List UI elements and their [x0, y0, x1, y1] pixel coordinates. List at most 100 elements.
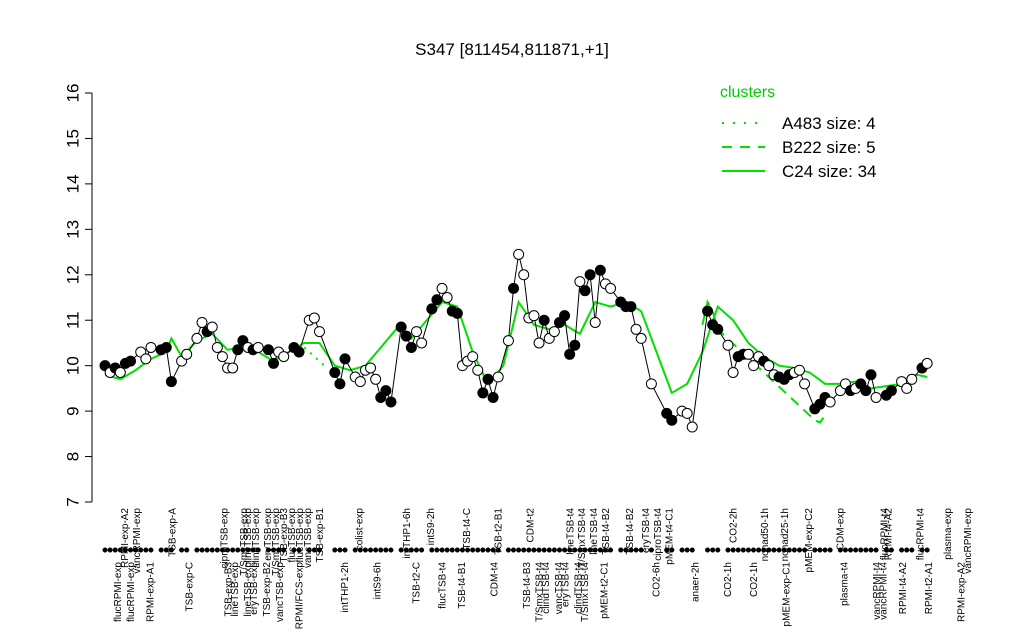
- rug-mark: [311, 547, 317, 553]
- bottom-tick-label: TSB-exp-B2: [262, 562, 273, 617]
- data-point: [559, 310, 571, 322]
- rug-mark: [133, 547, 139, 553]
- rug-mark: [802, 547, 808, 553]
- data-point: [467, 351, 479, 363]
- rug-mark: [526, 547, 532, 553]
- bottom-tick-label: CDM-t4: [489, 562, 500, 597]
- rug-mark: [230, 547, 236, 553]
- data-point: [206, 321, 218, 333]
- rug-mark: [352, 547, 358, 553]
- rug-mark: [648, 547, 654, 553]
- data-point: [793, 364, 805, 376]
- rug-mark: [638, 547, 644, 553]
- rug-mark: [449, 547, 455, 553]
- top-tick-label: T/SmxTSB-t4: [577, 508, 588, 568]
- data-point: [584, 269, 596, 281]
- rug-mark: [495, 547, 501, 553]
- top-tick-label: CO2-2h: [728, 508, 739, 543]
- bottom-tick-label: T/SmxTSB-t4: [535, 562, 546, 622]
- top-tick-label: vancRPMI-exp: [132, 508, 143, 574]
- data-point: [528, 310, 540, 322]
- data-point: [354, 376, 366, 388]
- rug-mark: [332, 547, 338, 553]
- top-tick-label: TSB-exp-A: [168, 508, 179, 557]
- rug-mark: [281, 547, 287, 553]
- data-point: [165, 376, 177, 388]
- bottom-tick-label: TSB-t4-B3: [522, 562, 533, 609]
- top-tick-label: T/SmxTSB-exp: [271, 508, 282, 576]
- rug-mark: [276, 547, 282, 553]
- rug-mark: [163, 547, 169, 553]
- data-point: [569, 339, 581, 351]
- rug-mark: [684, 547, 690, 553]
- rug-mark: [904, 547, 910, 553]
- top-tick-label: intTHP1-6h: [402, 508, 413, 559]
- y-tick-label: 9: [63, 406, 82, 415]
- rug-mark: [853, 547, 859, 553]
- legend-title: clusters: [720, 84, 775, 101]
- data-point: [921, 357, 933, 369]
- bottom-tick-label: RPMI-exp-A1: [145, 562, 156, 622]
- rug-mark: [848, 547, 854, 553]
- bottom-tick-label: RPMI-t2-A1: [924, 562, 935, 615]
- legend-label: C24 size: 34: [782, 162, 877, 181]
- data-point: [799, 378, 811, 390]
- data-point: [518, 269, 530, 281]
- top-tick-label: nonad50-1h: [760, 508, 771, 561]
- data-point: [232, 344, 244, 356]
- rug-mark: [750, 547, 757, 553]
- data-point: [216, 351, 228, 363]
- top-tick-label: pMEM-t4-C1: [665, 508, 676, 565]
- top-tick-label: colist-exp: [355, 508, 366, 551]
- y-tick-label: 10: [63, 356, 82, 375]
- rug-mark: [454, 547, 460, 553]
- bottom-tick-label: clindTSB-t4: [541, 562, 552, 614]
- rug-mark: [516, 547, 522, 553]
- data-point: [548, 326, 560, 338]
- bottom-tick-label: pMEM-t2-C1: [600, 562, 611, 619]
- rug-mark: [909, 547, 915, 553]
- data-point: [400, 330, 412, 342]
- rug-mark: [388, 547, 394, 553]
- bottom-tick-label: plasma-t4: [840, 562, 851, 606]
- data-point: [712, 323, 724, 335]
- data-point: [268, 357, 280, 369]
- rug-mark: [812, 547, 818, 553]
- rug-mark: [485, 547, 491, 553]
- series-line-solid: [104, 299, 928, 395]
- bottom-tick-label: eryTSB-exp: [249, 562, 260, 615]
- rug-mark: [710, 547, 716, 553]
- rug-mark: [705, 547, 711, 553]
- rug-mark: [771, 547, 777, 553]
- top-tick-label: flucRPMI-t4: [915, 508, 926, 561]
- data-point: [763, 360, 775, 372]
- bottom-tick-label: intTHP1-2h: [340, 562, 351, 613]
- rug-mark: [439, 547, 445, 553]
- bottom-tick-label: flucTSB-t4: [437, 562, 448, 609]
- bottom-tick-label: CO2-1h: [749, 562, 760, 597]
- bottom-tick-label: RPMI-exp-A2: [957, 562, 968, 622]
- bottom-tick-label: lineTSB-exp: [243, 562, 254, 617]
- rug-mark: [842, 547, 848, 553]
- data-point: [645, 378, 657, 390]
- rug-mark: [602, 547, 608, 553]
- rug-mark: [546, 547, 552, 553]
- top-tick-label: RPMI-exp-A2: [120, 508, 131, 568]
- y-tick-label: 14: [63, 174, 82, 193]
- rug-mark: [127, 547, 134, 553]
- rug-mark: [863, 547, 869, 553]
- bottom-tick-label: TSB-exp-B3: [223, 562, 234, 617]
- bottom-tick-label: TSB-t2-C: [411, 562, 422, 604]
- legend-label: A483 size: 4: [782, 114, 876, 133]
- data-point: [370, 373, 382, 385]
- y-axis: 7 8 9 10 11 12 13 14 15 16: [63, 84, 93, 507]
- data-point: [211, 341, 223, 353]
- y-tick-label: 16: [63, 84, 82, 103]
- rug-mark: [480, 547, 486, 553]
- rug-mark: [607, 547, 614, 553]
- rug-mark: [536, 547, 542, 553]
- rug-mark: [628, 547, 634, 553]
- rug-mark: [342, 547, 348, 553]
- rug-mark: [577, 547, 583, 553]
- top-tick-label: lineTSB-exp: [243, 508, 254, 563]
